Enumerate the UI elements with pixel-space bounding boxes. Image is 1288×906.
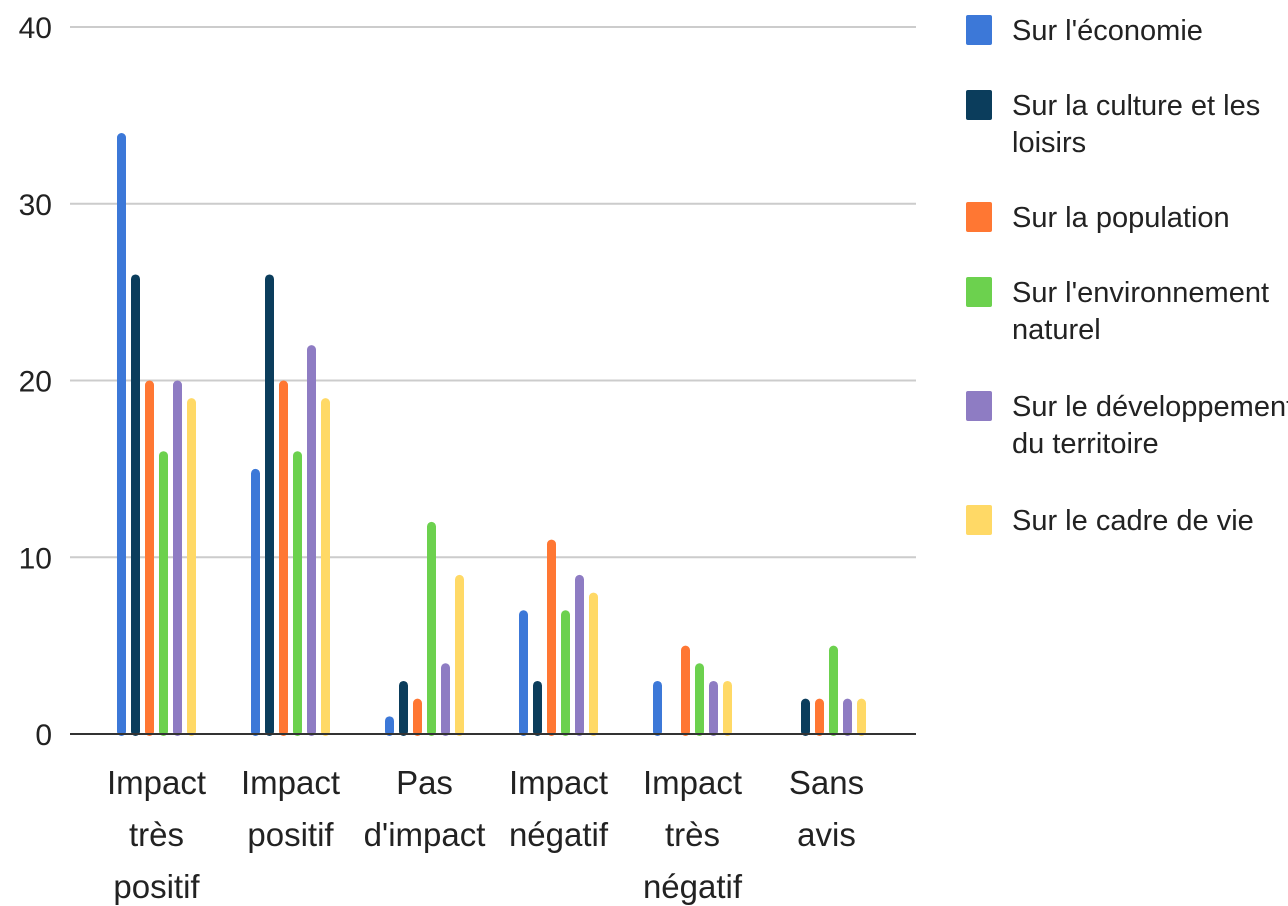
legend-swatch <box>966 90 992 120</box>
legend-swatch <box>966 505 992 535</box>
bar <box>427 521 436 736</box>
y-tick-label: 30 <box>19 189 52 222</box>
bar <box>265 274 274 736</box>
x-tick-label-line: Pas <box>396 764 453 801</box>
legend-swatch <box>966 391 992 421</box>
legend-item: Sur le développement du territoire <box>966 391 1288 460</box>
bar <box>131 274 140 736</box>
x-tick-label-line: d'impact <box>364 816 486 853</box>
legend-label-line: Sur l'économie <box>1012 15 1203 47</box>
bar <box>441 663 450 736</box>
x-tick-label-line: négatif <box>509 816 609 853</box>
y-tick-label: 40 <box>19 12 52 45</box>
x-tick-label-line: Impact <box>509 764 608 801</box>
y-tick-label: 10 <box>19 542 52 575</box>
bar <box>307 345 316 736</box>
legend-label: Sur l'économie <box>1012 15 1203 47</box>
legend-label-line: Sur l'environnement <box>1012 277 1269 309</box>
x-axis-category-labels: Impact très positif Impact positif Pas d'impac… <box>107 764 864 905</box>
x-tick-label-line: Impact <box>241 764 340 801</box>
x-tick-label-line: positif <box>113 868 200 905</box>
legend-label: Sur la culture et les loisirs <box>1012 90 1260 159</box>
bar <box>575 574 584 736</box>
x-tick-label-line: très <box>665 816 720 853</box>
bar <box>187 398 196 736</box>
x-tick-label-line: Sans <box>789 764 864 801</box>
x-tick-label: Pas d'impact <box>364 764 486 853</box>
bar <box>159 451 168 736</box>
y-tick-label: 20 <box>19 366 52 399</box>
bar <box>413 698 422 736</box>
x-tick-label: Impact très positif <box>107 764 206 905</box>
bar <box>801 698 810 736</box>
legend-item: Sur la culture et les loisirs <box>966 90 1260 159</box>
x-tick-label-line: très <box>129 816 184 853</box>
bar <box>385 716 394 736</box>
bars <box>117 133 866 737</box>
bar <box>815 698 824 736</box>
legend-label-line: loisirs <box>1012 127 1086 159</box>
legend-label-line: Sur la culture et les <box>1012 90 1260 122</box>
legend-label-line: Sur la population <box>1012 202 1230 234</box>
legend-label: Sur le cadre de vie <box>1012 505 1254 537</box>
x-tick-label-line: négatif <box>643 868 743 905</box>
legend-label-line: naturel <box>1012 314 1101 346</box>
legend-label: Sur l'environnement naturel <box>1012 277 1269 346</box>
bar <box>251 468 260 736</box>
legend-item: Sur l'environnement naturel <box>966 277 1269 346</box>
x-tick-label: Impact positif <box>241 764 340 853</box>
x-tick-label-line: Impact <box>643 764 742 801</box>
x-tick-label-line: avis <box>797 816 856 853</box>
grid-lines <box>70 26 916 559</box>
legend-swatch <box>966 202 992 232</box>
bar <box>519 610 528 736</box>
legend-label-line: Sur le cadre de vie <box>1012 505 1254 537</box>
legend-item: Sur la population <box>966 202 1230 234</box>
bar <box>293 451 302 736</box>
bar <box>561 610 570 736</box>
legend-label-line: du territoire <box>1012 428 1159 460</box>
legend-label-line: Sur le développement <box>1012 391 1288 423</box>
legend-item: Sur l'économie <box>966 15 1203 47</box>
bar <box>829 645 838 736</box>
legend: Sur l'économie Sur la culture et les loisi… <box>966 15 1288 537</box>
bar <box>547 539 556 736</box>
bar <box>321 398 330 736</box>
bar <box>709 680 718 736</box>
bar <box>589 592 598 736</box>
bar <box>117 133 126 737</box>
x-tick-label: Impact très négatif <box>643 764 743 905</box>
bar <box>533 680 542 736</box>
x-tick-label-line: positif <box>247 816 334 853</box>
bar <box>695 663 704 736</box>
y-tick-label: 0 <box>35 719 52 752</box>
y-axis-ticks: 0 10 20 30 40 <box>19 12 52 752</box>
bar <box>857 698 866 736</box>
x-tick-label-line: Impact <box>107 764 206 801</box>
legend-swatch <box>966 277 992 307</box>
x-tick-label: Impact négatif <box>509 764 609 853</box>
bar <box>653 680 662 736</box>
bar <box>455 574 464 736</box>
legend-label: Sur le développement du territoire <box>1012 391 1288 460</box>
x-tick-label: Sans avis <box>789 764 864 853</box>
bar <box>145 380 154 736</box>
legend-swatch <box>966 15 992 45</box>
bar <box>723 680 732 736</box>
legend-label: Sur la population <box>1012 202 1230 234</box>
bar <box>399 680 408 736</box>
bar <box>681 645 690 736</box>
legend-item: Sur le cadre de vie <box>966 505 1254 537</box>
bar <box>279 380 288 736</box>
bar <box>173 380 182 736</box>
bar <box>843 698 852 736</box>
